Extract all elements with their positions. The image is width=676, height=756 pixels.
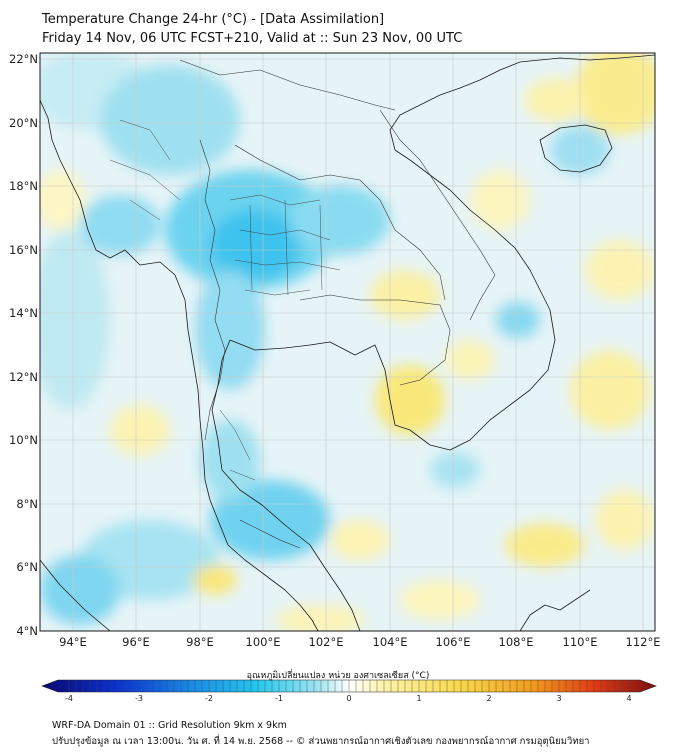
coastline-peninsula-west [209,499,319,631]
lat-label: 20°N [9,116,38,130]
colorbar-tick-label: -3 [135,694,143,703]
lon-label: 108°E [499,635,534,649]
border-china-north [179,59,396,111]
lon-label: 110°E [563,635,598,649]
footer-domain-info: WRF-DA Domain 01 :: Grid Resolution 9km … [52,720,287,731]
map-frame [39,52,656,632]
lon-label: 94°E [59,635,87,649]
lat-label: 10°N [9,433,38,447]
lat-label: 14°N [9,306,38,320]
coastline-sumatra [40,559,111,631]
lon-label: 102°E [309,635,344,649]
border-laos-vietnam [379,109,496,321]
coastline-hainan [539,124,613,173]
colorbar-tick-label: 2 [486,694,491,703]
lon-label: 106°E [436,635,471,649]
coastline-gulf-of-thailand [229,339,411,431]
footer-credit: ปรับปรุงข้อมูล ณ เวลา 13:00น. วัน ศ. ที่… [52,736,590,747]
border-provinces [109,119,341,481]
colorbar-tick-label: 0 [346,694,351,703]
lat-label: 8°N [16,497,38,511]
lon-label: 112°E [626,635,661,649]
colorbar-tick-label: -2 [205,694,213,703]
coastline-myanmar-west [40,99,211,501]
map-title: Temperature Change 24-hr (°C) - [Data As… [42,12,385,27]
border-thailand-laos [234,144,446,301]
lat-label: 4°N [16,624,38,638]
lat-label: 6°N [16,560,38,574]
border-thailand-malaysia [239,519,301,549]
colorbar-title: อุณหภูมิเปลี่ยนแปลง หน่วย องศาเซลเซียส (… [246,671,430,681]
colorbar: -4 -3 -2 -1 0 1 2 3 4 [41,679,657,703]
map-subtitle: Friday 14 Nov, 06 UTC FCST+210, Valid at… [42,31,463,46]
lat-label: 22°N [9,52,38,66]
border-myanmar-thailand [199,139,226,441]
lat-label: 18°N [9,179,38,193]
colorbar-tick-label: 4 [626,694,631,703]
lon-label: 98°E [186,635,214,649]
lat-label: 12°N [9,370,38,384]
lon-label: 96°E [122,635,150,649]
lat-label: 16°N [9,243,38,257]
colorbar-tick-label: 1 [416,694,421,703]
border-cambodia [299,294,451,386]
lon-label: 104°E [373,635,408,649]
temperature-field [40,53,655,631]
colorbar-tick-label: -1 [275,694,283,703]
coastline-vietnam [389,54,655,451]
colorbar-tick-label: -4 [65,694,73,703]
lon-label: 100°E [246,635,281,649]
coastline-borneo-tip [519,589,591,631]
colorbar-tick-label: 3 [556,694,561,703]
